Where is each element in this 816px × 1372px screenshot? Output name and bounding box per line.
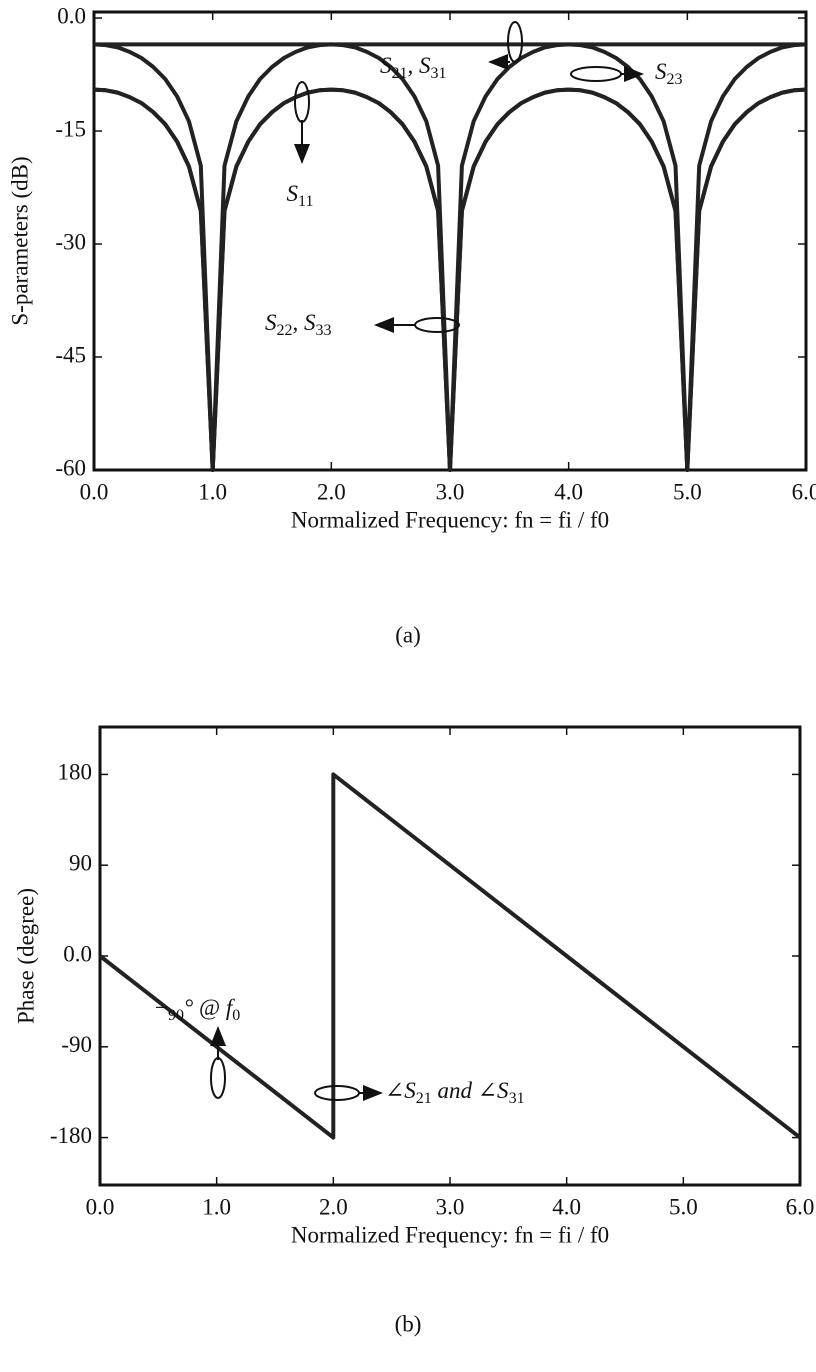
x-axis-label: Normalized Frequency: fn = fi / f0 xyxy=(291,507,609,532)
y-axis-label: S-parameters (dB) xyxy=(7,156,32,325)
plot-frame xyxy=(98,725,802,1187)
x-tick-label: 5.0 xyxy=(669,1194,698,1219)
y-tick-label: -90 xyxy=(61,1032,92,1057)
y-tick-label: 0.0 xyxy=(63,941,92,966)
caption: (b) xyxy=(395,1311,422,1336)
x-axis-label: Normalized Frequency: fn = fi / f0 xyxy=(291,1222,609,1247)
annotation-ellipse xyxy=(570,66,622,82)
series-label: S23 xyxy=(655,59,683,87)
series-line xyxy=(93,87,807,472)
series-label: S11 xyxy=(287,181,314,209)
caption: (a) xyxy=(395,622,421,647)
x-tick-label: 3.0 xyxy=(436,479,465,504)
annotation-ellipse xyxy=(210,1057,226,1099)
y-tick-label: -180 xyxy=(50,1123,92,1148)
annotation: −90° @ f0 xyxy=(155,995,240,1023)
y-tick-label: -30 xyxy=(55,229,86,254)
x-tick-label: 3.0 xyxy=(436,1194,465,1219)
series-label: ∠S21 and ∠S31 xyxy=(385,1078,525,1106)
y-tick-label: 90 xyxy=(69,850,92,875)
x-tick-label: 6.0 xyxy=(792,479,816,504)
x-tick-label: 5.0 xyxy=(673,479,702,504)
x-tick-label: 4.0 xyxy=(554,479,583,504)
x-tick-label: 2.0 xyxy=(317,479,346,504)
series-label: S21, S31 xyxy=(380,53,447,81)
y-tick-label: -60 xyxy=(55,455,86,480)
chart: 0.0 1.0 2.0 3.0 4.0 5.0 6.0 180 90 0.0 -90 -180 Norm… xyxy=(13,725,815,1336)
y-tick-label: -45 xyxy=(55,342,86,367)
y-tick-label: -15 xyxy=(55,116,86,141)
x-tick-label: 1.0 xyxy=(202,1194,231,1219)
x-tick-label: 1.0 xyxy=(198,479,227,504)
annotation-ellipse xyxy=(314,1085,360,1101)
series-line xyxy=(98,772,802,1140)
x-tick-label: 0.0 xyxy=(86,1194,115,1219)
x-tick-label: 0.0 xyxy=(80,479,109,504)
y-tick-label: 180 xyxy=(58,760,93,785)
chart: 0.0 1.0 2.0 3.0 4.0 5.0 6.0 0.0 -15 -30 -45 -60 Norm… xyxy=(7,3,816,647)
annotation-ellipse xyxy=(294,81,310,123)
y-tick-label: 0.0 xyxy=(57,3,86,28)
series-line xyxy=(93,87,807,472)
x-tick-label: 2.0 xyxy=(319,1194,348,1219)
series-line xyxy=(93,42,807,472)
annotation-ellipse xyxy=(414,317,460,333)
y-axis-label: Phase (degree) xyxy=(13,888,38,1024)
series-label: S22, S33 xyxy=(265,310,332,338)
annotation-ellipse xyxy=(507,21,523,63)
x-tick-label: 6.0 xyxy=(786,1194,815,1219)
x-tick-label: 4.0 xyxy=(552,1194,581,1219)
